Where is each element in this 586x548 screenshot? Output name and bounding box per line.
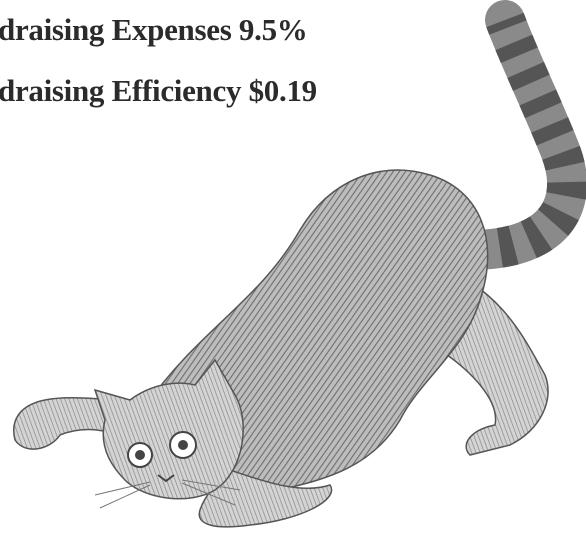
pupil	[135, 450, 145, 460]
text-line: draising Efficiency $0.19	[0, 73, 317, 109]
tail-stripes	[470, 20, 567, 250]
page: {"lines": ["draising Expenses 9.5%", "dr…	[0, 0, 586, 548]
pupil	[178, 440, 188, 450]
text-line: draising Expenses 9.5%	[0, 12, 308, 48]
